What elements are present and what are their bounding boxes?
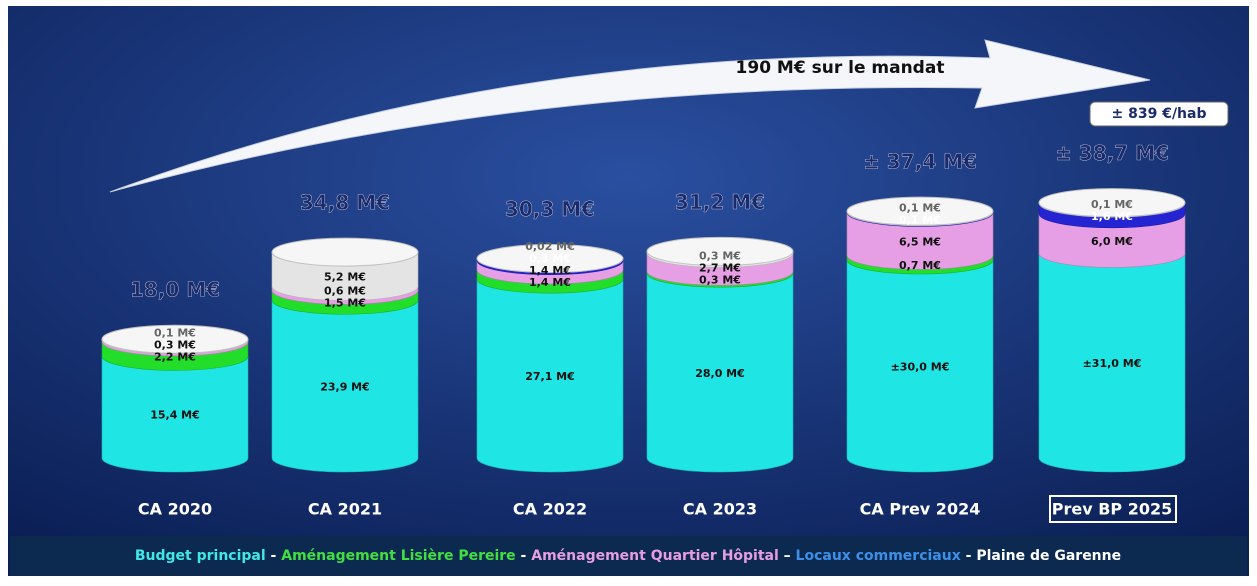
value-label: 0,3 M€ bbox=[154, 339, 196, 352]
segment-top bbox=[271, 237, 419, 267]
value-label: 0,1 M€ bbox=[154, 327, 196, 340]
segment bbox=[476, 278, 624, 473]
segment-top bbox=[646, 236, 794, 266]
segment bbox=[271, 299, 419, 473]
value-label: 6,0 M€ bbox=[1091, 235, 1133, 248]
legend-entry: Locaux commerciaux bbox=[796, 548, 961, 564]
legend-separator: - bbox=[961, 548, 977, 564]
segment bbox=[646, 272, 794, 473]
value-label: 0,7 M€ bbox=[899, 259, 941, 272]
value-label: 2,2 M€ bbox=[154, 351, 196, 364]
value-label: ±30,0 M€ bbox=[891, 360, 950, 373]
total-label: 34,8 M€ bbox=[300, 191, 390, 215]
value-label: 0,02 M€ bbox=[525, 240, 575, 253]
value-label: 5,2 M€ bbox=[324, 271, 366, 284]
annotation-box bbox=[1089, 101, 1229, 127]
x-tick-label: CA 2020 bbox=[138, 500, 212, 519]
value-label: 1,6 M€ bbox=[1091, 210, 1133, 223]
value-label: 28,0 M€ bbox=[695, 367, 745, 380]
value-label: 1,5 M€ bbox=[324, 297, 366, 310]
value-label: 6,5 M€ bbox=[899, 235, 941, 248]
segment bbox=[1038, 253, 1186, 473]
value-label: 0,3 M€ bbox=[699, 250, 741, 263]
x-tick-label: CA 2023 bbox=[683, 500, 757, 519]
arrow bbox=[109, 39, 1151, 193]
value-label: 2,7 M€ bbox=[699, 262, 741, 275]
segment-top bbox=[476, 244, 624, 274]
category-box bbox=[1049, 495, 1177, 523]
total-label: ± 37,4 M€ bbox=[863, 150, 977, 174]
legend-band bbox=[10, 536, 1247, 576]
total-label: 18,0 M€ bbox=[130, 278, 220, 302]
annotation: ± 839 €/hab bbox=[1112, 106, 1207, 122]
x-tick-label: CA Prev 2024 bbox=[860, 500, 981, 519]
legend-entry: Plaine de Garenne bbox=[976, 548, 1121, 564]
total-label: ± 38,7 M€ bbox=[1055, 141, 1169, 165]
value-label: 27,1 M€ bbox=[525, 370, 575, 383]
value-label: 15,4 M€ bbox=[150, 409, 200, 422]
value-label: 0,6 M€ bbox=[324, 285, 366, 298]
segment bbox=[846, 212, 994, 270]
x-tick-label: CA 2022 bbox=[513, 500, 587, 519]
value-label: ±31,0 M€ bbox=[1083, 357, 1142, 370]
legend-entry: Aménagement Lisière Pereire bbox=[281, 548, 515, 564]
value-label: 0,1 M€ bbox=[1091, 198, 1133, 211]
total-label: 31,2 M€ bbox=[675, 190, 765, 214]
segment bbox=[1038, 213, 1186, 268]
segment bbox=[846, 259, 994, 473]
value-label: 23,9 M€ bbox=[320, 381, 370, 394]
value-label: 0,1 M€ bbox=[899, 214, 941, 227]
total-label: 30,3 M€ bbox=[505, 197, 595, 221]
value-label: 1,4 M€ bbox=[529, 264, 571, 277]
value-label: 1,4 M€ bbox=[529, 276, 571, 289]
legend: Budget principal - Aménagement Lisière P… bbox=[135, 548, 1121, 564]
legend-separator: – bbox=[779, 548, 796, 564]
legend-separator: - bbox=[266, 548, 282, 564]
value-label: 0,3 M€ bbox=[699, 274, 741, 287]
annotation: 190 M€ sur le mandat bbox=[736, 58, 945, 78]
legend-separator: - bbox=[516, 548, 532, 564]
segment-top bbox=[101, 324, 249, 354]
value-label: 0,1 M€ bbox=[899, 202, 941, 215]
segment-top bbox=[1038, 188, 1186, 218]
value-label: 0,3 M€ bbox=[529, 252, 571, 265]
x-tick-label: CA 2021 bbox=[308, 500, 382, 519]
x-tick-label: Prev BP 2025 bbox=[1052, 500, 1173, 519]
segment-top bbox=[846, 196, 994, 226]
segment bbox=[101, 356, 249, 473]
legend-entry: Aménagement Quartier Hôpital bbox=[531, 548, 779, 564]
legend-entry: Budget principal bbox=[135, 548, 266, 564]
